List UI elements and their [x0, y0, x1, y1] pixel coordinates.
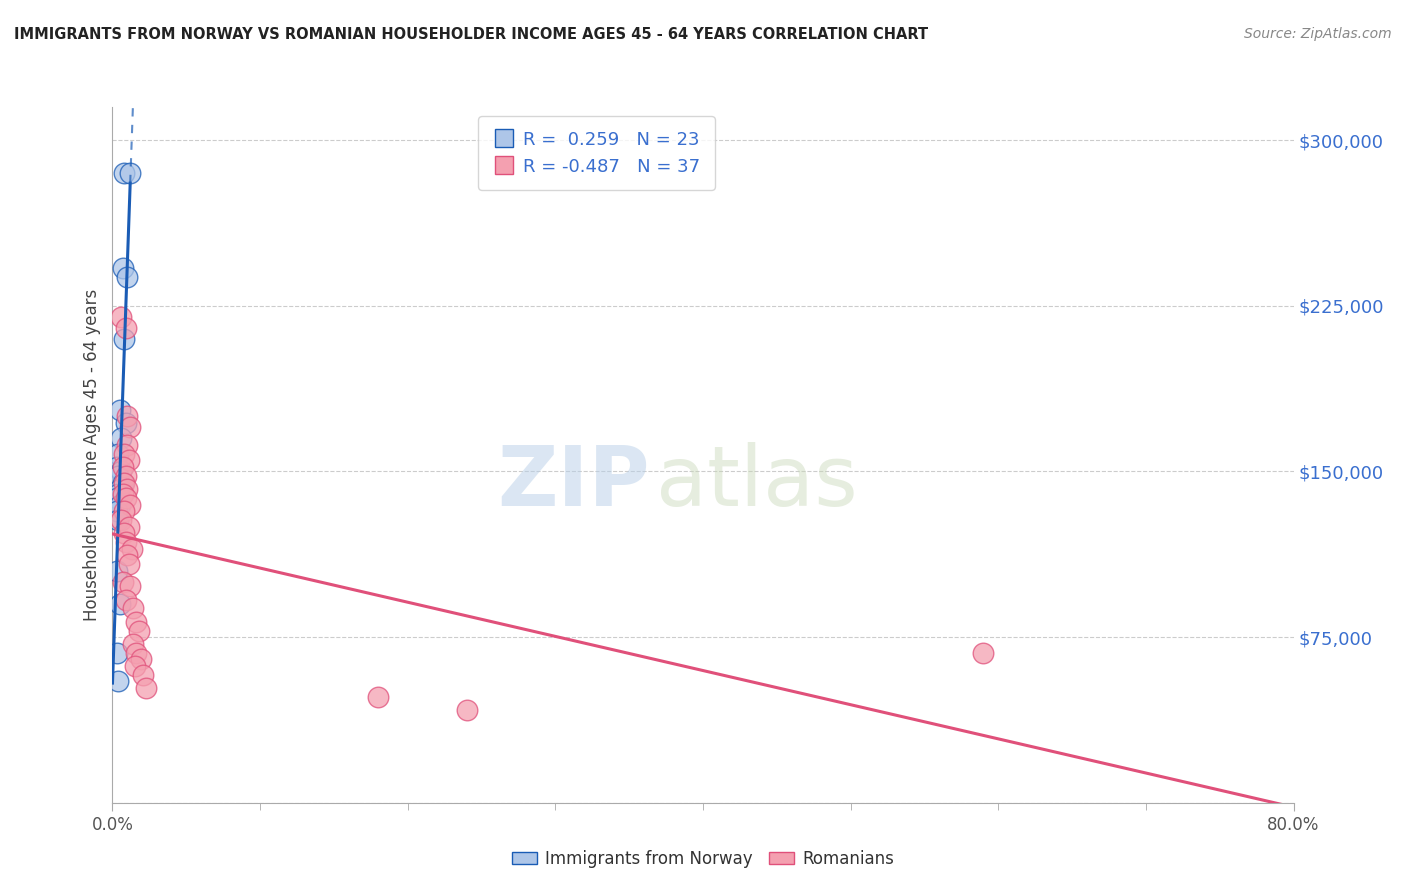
Point [110, 431, 132, 445]
Point [973, 646, 995, 660]
Text: ZIP: ZIP [498, 442, 650, 524]
Point [367, 690, 389, 704]
Point [118, 453, 141, 467]
Point [108, 402, 131, 417]
Point [124, 658, 146, 673]
Point [120, 579, 142, 593]
Point [112, 447, 135, 461]
Point [112, 475, 135, 490]
Point [111, 475, 134, 490]
Point [122, 601, 145, 615]
Point [105, 564, 128, 578]
Point [111, 261, 134, 276]
Point [120, 420, 142, 434]
Point [129, 652, 152, 666]
Point [107, 447, 129, 461]
Point [108, 498, 131, 512]
Point [114, 416, 136, 430]
Point [117, 482, 138, 496]
Y-axis label: Householder Income Ages 45 - 64 years: Householder Income Ages 45 - 64 years [83, 289, 101, 621]
Point [125, 646, 148, 660]
Point [112, 332, 135, 346]
Point [117, 409, 138, 424]
Text: IMMIGRANTS FROM NORWAY VS ROMANIAN HOUSEHOLDER INCOME AGES 45 - 64 YEARS CORRELA: IMMIGRANTS FROM NORWAY VS ROMANIAN HOUSE… [14, 27, 928, 42]
Point [105, 646, 128, 660]
Point [110, 513, 132, 527]
Point [107, 674, 129, 689]
Point [108, 597, 131, 611]
Point [105, 460, 128, 475]
Point [114, 592, 136, 607]
Point [125, 615, 148, 629]
Point [114, 321, 136, 335]
Point [135, 681, 157, 695]
Legend: R =  0.259   N = 23, R = -0.487   N = 37: R = 0.259 N = 23, R = -0.487 N = 37 [478, 116, 716, 190]
Point [112, 166, 135, 180]
Point [107, 513, 129, 527]
Text: Source: ZipAtlas.com: Source: ZipAtlas.com [1244, 27, 1392, 41]
Point [121, 541, 143, 556]
Point [107, 469, 129, 483]
Point [108, 482, 131, 496]
Text: atlas: atlas [655, 442, 858, 524]
Point [114, 469, 136, 483]
Point [117, 270, 138, 285]
Point [118, 519, 141, 533]
Point [117, 549, 138, 563]
Legend: Immigrants from Norway, Romanians: Immigrants from Norway, Romanians [505, 844, 901, 875]
Point [110, 465, 132, 479]
Point [120, 498, 142, 512]
Point [105, 491, 128, 505]
Point [117, 438, 138, 452]
Point [120, 166, 142, 180]
Point [105, 504, 128, 518]
Point [111, 574, 134, 589]
Point [111, 460, 134, 475]
Point [118, 558, 141, 572]
Point [107, 486, 129, 500]
Point [114, 491, 136, 505]
Point [112, 526, 135, 541]
Point [132, 667, 155, 681]
Point [112, 504, 135, 518]
Point [114, 535, 136, 549]
Point [128, 624, 150, 638]
Point [456, 703, 478, 717]
Point [110, 310, 132, 324]
Point [111, 486, 134, 500]
Point [122, 637, 145, 651]
